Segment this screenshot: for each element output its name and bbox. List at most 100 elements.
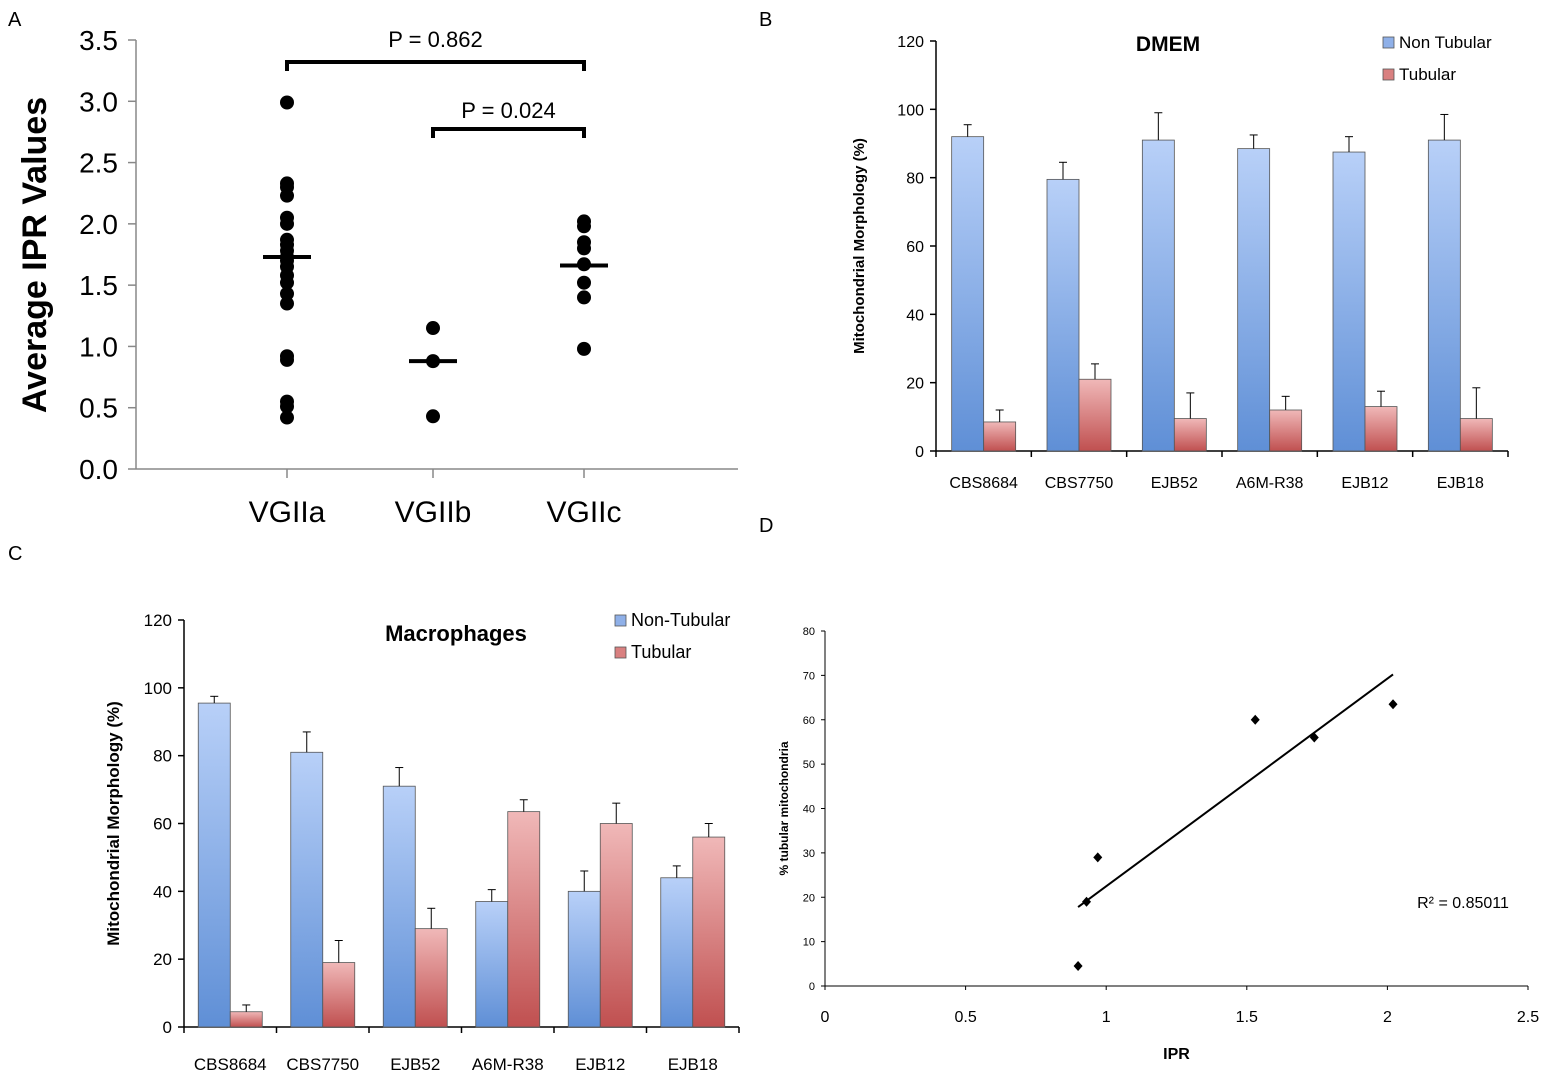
- data-point: [577, 275, 591, 290]
- x-tick-label: 2: [1383, 1009, 1392, 1026]
- x-tick-label: VGIIa: [249, 496, 326, 529]
- data-point: [577, 290, 591, 305]
- data-point: [577, 241, 591, 256]
- data-point: [280, 352, 294, 367]
- x-tick-label: EJB52: [1151, 475, 1198, 492]
- y-tick-label: 20: [803, 892, 815, 904]
- bar-non-tubular: [1237, 148, 1271, 452]
- y-tick-label: 0: [809, 981, 815, 993]
- panel-label-b: B: [759, 9, 772, 31]
- legend-swatch-non-tubular: [1382, 36, 1395, 49]
- y-tick-label: 1.0: [79, 331, 118, 362]
- bar-tubular: [599, 823, 633, 1028]
- y-axis-label: Mitochondrial Morphology (%): [851, 138, 868, 354]
- legend-label: Non-Tubular: [631, 610, 730, 630]
- panel-label-c: C: [8, 543, 22, 565]
- y-tick-label: 2.0: [79, 209, 118, 240]
- significance-bracket: [285, 60, 586, 71]
- bar-non-tubular: [382, 785, 416, 1028]
- bar-tubular: [507, 811, 541, 1028]
- y-tick-label: 3.5: [79, 25, 118, 56]
- y-tick-label: 2.5: [79, 148, 118, 179]
- y-tick-label: 80: [906, 171, 924, 188]
- y-tick-label: 40: [906, 307, 924, 324]
- bar-tubular: [414, 928, 448, 1028]
- x-tick-label: EJB52: [390, 1055, 440, 1074]
- x-tick-label: A6M-R38: [1236, 475, 1304, 492]
- y-tick-label: 50: [803, 759, 815, 771]
- data-point: [577, 341, 591, 356]
- data-point: [280, 275, 294, 290]
- panel-label-d: D: [759, 515, 773, 537]
- y-tick-label: 0: [163, 1018, 172, 1037]
- bar-non-tubular: [290, 751, 324, 1028]
- bar-tubular: [1364, 406, 1398, 452]
- data-point: [280, 399, 294, 414]
- y-tick-label: 80: [803, 626, 815, 638]
- bar-tubular: [1269, 409, 1303, 452]
- chart-title: DMEM: [1136, 33, 1200, 56]
- bar-tubular: [322, 962, 356, 1028]
- bar-non-tubular: [1427, 139, 1461, 452]
- p-value-label: P = 0.024: [461, 98, 555, 123]
- x-tick-label: CBS7750: [286, 1055, 359, 1074]
- y-tick-label: 0: [915, 444, 924, 461]
- x-tick-label: EJB18: [668, 1055, 718, 1074]
- x-tick-label: CBS8684: [949, 475, 1018, 492]
- legend-swatch-non-tubular: [614, 614, 627, 627]
- chart-title: Macrophages: [385, 621, 527, 646]
- x-tick-label: CBS7750: [1045, 475, 1114, 492]
- bar-non-tubular: [475, 901, 509, 1028]
- x-tick-label: CBS8684: [194, 1055, 267, 1074]
- x-tick-label: VGIIc: [546, 496, 621, 529]
- y-tick-label: 100: [144, 679, 172, 698]
- legend-swatch-tubular: [614, 646, 627, 659]
- y-tick-label: 20: [153, 950, 172, 969]
- x-tick-label: EJB12: [1341, 475, 1388, 492]
- y-axis-label: Mitochondrial Morphology (%): [104, 701, 123, 946]
- data-point: [280, 188, 294, 203]
- data-point: [1250, 714, 1260, 725]
- bar-tubular: [1078, 378, 1112, 452]
- data-point: [426, 321, 440, 336]
- y-tick-label: 60: [906, 239, 924, 256]
- x-tick-label: 0.5: [954, 1009, 976, 1026]
- data-point: [1388, 699, 1398, 710]
- y-tick-label: 40: [803, 804, 815, 816]
- x-tick-label: 1.5: [1236, 1009, 1258, 1026]
- y-tick-label: 80: [153, 747, 172, 766]
- bar-tubular: [983, 421, 1017, 452]
- r-squared-annotation: R² = 0.85011: [1417, 895, 1509, 912]
- chart-a-dot-plot: 0.0 0.5 1.0 1.5 2.0 2.5 3.0 3.5 VGIIa VGIIb VGIIc A…: [16, 25, 738, 529]
- y-tick-label: 70: [803, 670, 815, 682]
- data-point: [577, 219, 591, 234]
- y-tick-label: 60: [153, 815, 172, 834]
- panel-label-a: A: [8, 9, 22, 31]
- bar-non-tubular: [567, 890, 601, 1028]
- data-point: [1073, 961, 1083, 972]
- x-tick-label: EJB12: [575, 1055, 625, 1074]
- chart-d-ipr-scatter: 0 10 20 30 40 50 60 70 80 0 0.5 1 1.5 2 2.5 IPR % tubula…: [777, 626, 1539, 1063]
- bar-non-tubular: [1141, 139, 1175, 452]
- chart-b-dmem-bar-chart: 0 20 40 60 80 100 120 CBS8684 CBS7750 EJB52 A6M-R3…: [851, 33, 1509, 492]
- bar-non-tubular: [951, 136, 985, 452]
- bar-tubular: [692, 836, 726, 1028]
- x-tick-label: 1: [1102, 1009, 1111, 1026]
- x-axis-label: IPR: [1163, 1046, 1190, 1063]
- legend-label: Tubular: [631, 642, 691, 662]
- y-tick-label: 10: [803, 937, 815, 949]
- trendline: [1077, 673, 1394, 908]
- y-axis-label: Average IPR Values: [16, 97, 54, 413]
- significance-bracket: [431, 127, 586, 138]
- data-point: [280, 410, 294, 425]
- x-tick-label: 0: [821, 1009, 830, 1026]
- x-tick-label: A6M-R38: [472, 1055, 544, 1074]
- y-tick-label: 120: [897, 34, 924, 51]
- y-tick-label: 0.0: [79, 454, 118, 485]
- data-point: [426, 409, 440, 424]
- data-point: [280, 286, 294, 301]
- data-point: [280, 95, 294, 110]
- legend-swatch-tubular: [1382, 68, 1395, 81]
- y-tick-label: 0.5: [79, 393, 118, 424]
